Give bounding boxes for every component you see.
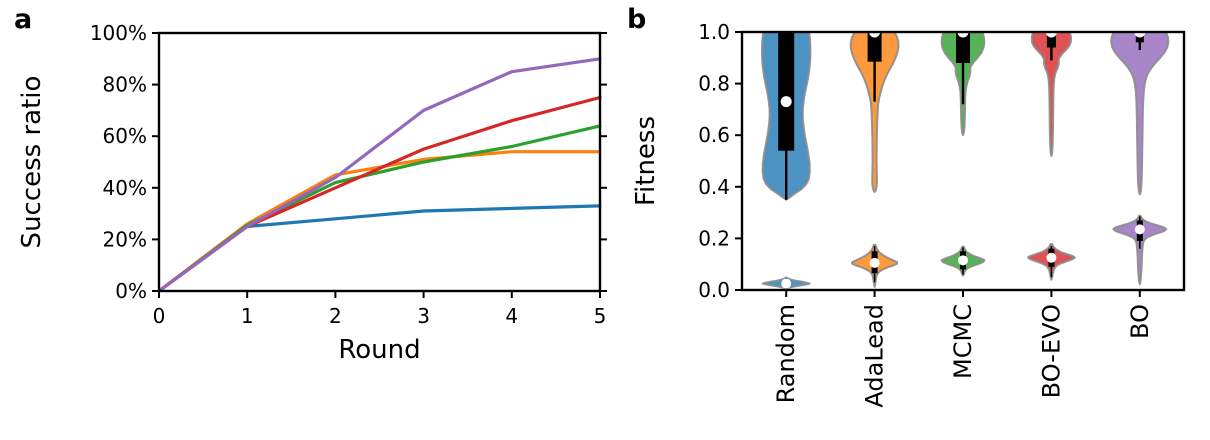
y-tick-label: 80% [103,73,147,97]
median-dot-MCMC-upper [957,32,969,38]
box-AdaLead-upper [867,32,882,62]
violin-plot-area [761,32,1170,290]
category-label-MCMC: MCMC [949,304,977,379]
y-tick-label: 0.6 [698,123,730,147]
category-label-BO-EVO: BO-EVO [1037,304,1065,398]
x-tick-label: 5 [594,304,607,328]
x-tick-label: 1 [241,304,254,328]
y-tick-label: 40% [103,176,147,200]
y-axis-title: Fitness [631,116,661,206]
median-dot-Random-lower [781,278,792,289]
violin-AdaLead-upper [849,32,900,193]
x-tick-label: 0 [153,304,166,328]
median-dot-BO-lower [1134,224,1145,235]
median-dot-AdaLead-lower [869,257,880,268]
median-dot-AdaLead-upper [869,32,881,38]
median-dot-MCMC-lower [958,255,968,266]
x-tick-label: 3 [417,304,430,328]
series-line-purple [157,57,602,293]
median-dot-BO-EVO-lower [1046,252,1057,263]
category-label-Random: Random [772,304,800,403]
x-tick-label: 2 [329,304,342,328]
series-line-red [157,95,602,293]
violin-BO-EVO-upper [1030,32,1072,157]
y-tick-label: 0.8 [698,72,730,96]
x-tick-label: 4 [505,304,518,328]
y-tick-label: 0.4 [698,175,730,199]
x-axis-title: Round [338,335,420,365]
box-BO-EVO-upper [1046,32,1056,48]
median-dot-Random-upper [780,96,792,108]
y-tick-label: 60% [103,124,147,148]
violin-BO-lower [1112,214,1168,286]
violin-BO-upper [1110,32,1170,196]
fitness-violin-chart: 0.0 0.2 0.4 0.6 0.8 1.0 Random AdaLead MCMC BO-EV… [631,20,1186,408]
panel-label-a: a [14,4,33,35]
series-line-blue [157,204,602,293]
y-tick-label: 0% [115,279,147,303]
box-Random-upper [778,32,795,151]
y-axis-title: Success ratio [17,76,47,249]
median-dot-BO-upper [1134,32,1146,38]
success-ratio-line-chart: 0% 20% 40% 60% 80% 100% 0 1 2 3 4 5 Round Success rat… [17,21,607,365]
y-tick-label: 1.0 [698,20,730,44]
box-MCMC-upper [956,32,970,63]
panel-label-b: b [627,4,647,35]
y-tick-label: 0.2 [698,226,730,250]
category-label-AdaLead: AdaLead [861,304,889,408]
category-label-BO: BO [1126,304,1154,339]
axes-spines-a [157,31,602,293]
y-tick-label: 20% [103,227,147,251]
median-dot-BO-EVO-upper [1045,32,1057,38]
y-tick-label: 0.0 [698,278,730,302]
y-tick-label: 100% [90,21,147,45]
